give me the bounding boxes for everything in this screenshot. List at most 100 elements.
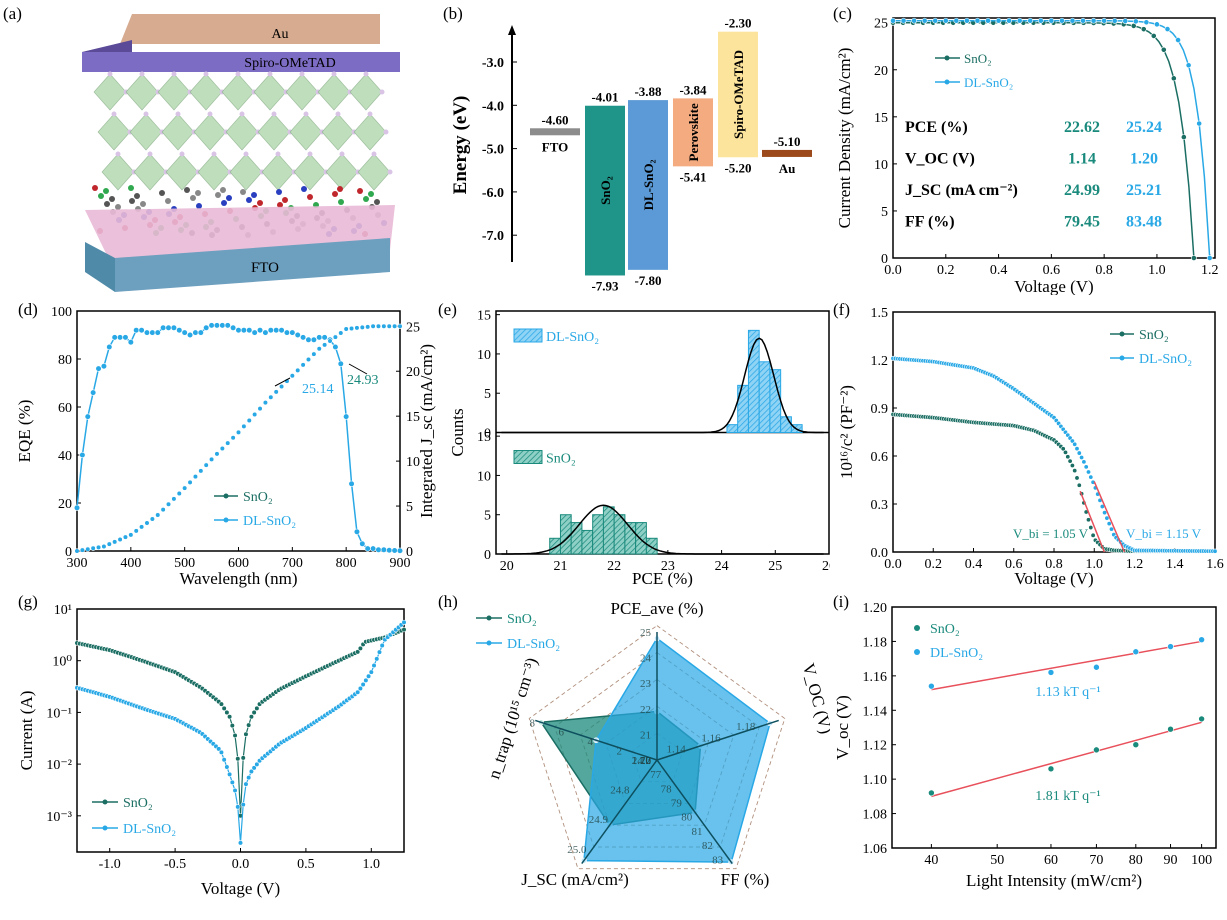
radar-tick-label: 25 xyxy=(640,627,652,639)
jv-point xyxy=(953,17,960,24)
jsc-point xyxy=(316,346,322,352)
octahedron xyxy=(129,113,163,151)
mott-schottky-chart: 0.0 0.2 0.4 0.6 0.8 1.0 1.2 1.4 1.6 0.0 0.3 0.6 0.9 1… xyxy=(837,306,1224,588)
y-axis-label: Current Density (mA/cm²) xyxy=(835,48,854,229)
molecule-atom xyxy=(251,192,257,198)
iv-point xyxy=(243,781,249,787)
legend-label: SnO₂ xyxy=(507,612,537,627)
eqe-point xyxy=(343,413,350,420)
panel-label-f: (f) xyxy=(833,300,850,319)
eqe-point xyxy=(106,343,113,351)
radar-axis xyxy=(656,759,733,864)
eqe-point xyxy=(165,324,172,331)
axis-label-voc: V_OC (V) xyxy=(799,661,830,736)
iv-point xyxy=(248,714,254,720)
jv-point xyxy=(1122,18,1129,24)
jv-point xyxy=(1037,17,1044,24)
iv-point xyxy=(229,779,235,785)
iv-point xyxy=(221,705,227,711)
jsc-point xyxy=(128,532,134,538)
iv-point xyxy=(379,642,385,649)
x-tick-label: 1.2 xyxy=(1201,263,1219,278)
eqe-point xyxy=(235,327,242,334)
atom xyxy=(115,151,121,157)
x-tick-label: 100 xyxy=(1191,853,1212,868)
molecule-atom xyxy=(257,200,263,206)
eqe-point xyxy=(84,413,91,420)
x-tick-label: 0.8 xyxy=(1045,557,1063,572)
legend-marker xyxy=(1119,331,1125,337)
axis-label-pce: PCE_ave (%) xyxy=(610,599,703,618)
eqe-point xyxy=(73,504,81,511)
x-tick-label: 0.4 xyxy=(965,557,983,572)
molecule-atom xyxy=(276,189,282,195)
octahedron xyxy=(253,73,287,111)
voc-point xyxy=(1132,741,1140,749)
legend-marker xyxy=(223,493,229,499)
voc-light-intensity-chart: 40 50 60 70 80 90 100 1.06 1.08 1.10 1.12 1.14 1.16 1… xyxy=(833,601,1217,890)
eqe-point xyxy=(386,547,393,554)
iv-point xyxy=(224,709,230,716)
cv-point xyxy=(1088,525,1094,531)
x-tick-label: 0.2 xyxy=(937,263,955,278)
y-tick-label: 20 xyxy=(58,497,72,512)
octahedron xyxy=(257,113,291,151)
radar-tick-label: 1.12 xyxy=(632,755,651,767)
molecule-atom xyxy=(159,190,165,196)
legend-label: SnO₂ xyxy=(930,622,960,637)
y-axis-label: 10¹⁶/c² (PF⁻²) xyxy=(837,385,856,479)
slope-annotation-sno2: 1.81 kT q⁻¹ xyxy=(1035,789,1100,804)
jv-point xyxy=(921,17,928,24)
iv-point xyxy=(246,775,252,781)
jsc-point xyxy=(381,323,387,329)
jsc-point xyxy=(338,330,344,336)
jv-point xyxy=(1160,46,1167,53)
molecule-atom xyxy=(115,204,121,210)
eqe-point xyxy=(160,324,167,331)
x-tick-label: 500 xyxy=(174,556,195,571)
cv-point xyxy=(1063,449,1069,455)
eqe-point xyxy=(391,547,398,554)
y-tick-label: 5 xyxy=(406,500,413,515)
jsc-point xyxy=(122,534,129,540)
atom xyxy=(335,111,341,117)
y-tick-label: 1.5 xyxy=(871,306,889,321)
voc-point xyxy=(1198,715,1205,723)
radar-tick-label: 2 xyxy=(617,746,623,758)
energy-level-FTO xyxy=(530,128,580,136)
legend-marker xyxy=(223,517,229,523)
jsc-point xyxy=(278,383,285,390)
jsc-point xyxy=(85,546,91,552)
jv-point xyxy=(1132,18,1139,25)
eqe-point xyxy=(143,329,151,336)
legend-label: SnO₂ xyxy=(243,490,273,505)
cv-point xyxy=(1065,454,1071,460)
fto-label: FTO xyxy=(251,260,279,276)
y-tick-label: 10 xyxy=(477,348,491,363)
x-tick-label: 0.4 xyxy=(990,263,1008,278)
jsc-point xyxy=(354,325,360,331)
plot-frame xyxy=(892,17,1216,259)
jv-point xyxy=(1101,17,1108,24)
atom xyxy=(143,111,149,117)
molecule-atom xyxy=(103,188,109,194)
jv-point xyxy=(1059,17,1065,24)
x-tick-label: 0.0 xyxy=(884,263,902,278)
iv-point xyxy=(254,705,260,711)
molecule-atom xyxy=(277,202,283,208)
band-bottom-value: -5.41 xyxy=(679,169,706,184)
iv-point xyxy=(224,764,230,770)
legend-label: DL-SnO₂ xyxy=(546,330,599,345)
radar-tick-label: 6 xyxy=(559,727,565,739)
histogram-bar xyxy=(645,537,658,555)
jsc-point xyxy=(95,544,102,551)
jsc-point xyxy=(305,356,312,363)
voc-point xyxy=(1047,765,1055,773)
radar-tick-label: 20 xyxy=(640,755,652,767)
x-tick-label: 40 xyxy=(924,853,938,868)
eqe-point xyxy=(283,329,291,336)
jv-point xyxy=(942,17,949,24)
eqe-point xyxy=(122,334,129,341)
panel-label-e: (e) xyxy=(438,300,457,319)
x-tick-label: 50 xyxy=(990,853,1004,868)
